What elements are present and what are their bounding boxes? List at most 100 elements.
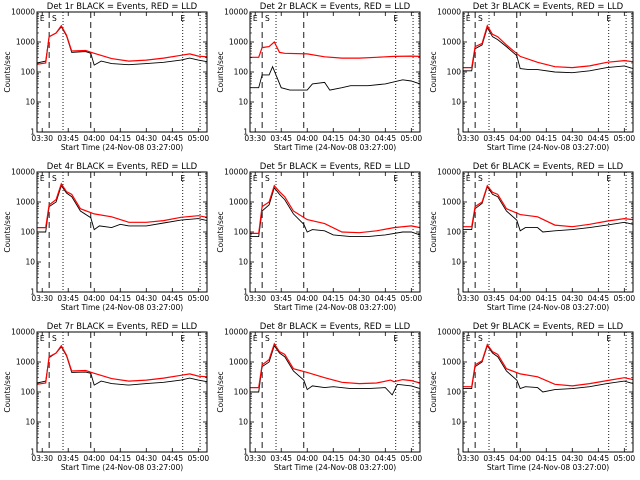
y-tick-label: 100 — [21, 68, 36, 77]
x-tick-label: 04:45 — [587, 294, 609, 303]
y-tick-label: 1000 — [16, 38, 35, 47]
lld-series-line — [250, 342, 421, 389]
x-tick-label: 05:00 — [401, 454, 423, 463]
detector-name: Det 1r — [47, 2, 74, 12]
lld-series-line — [37, 182, 208, 229]
y-tick-label: 10000 — [437, 328, 461, 337]
y-tick-label: 100 — [234, 388, 249, 397]
x-tick-label: 04:45 — [374, 294, 396, 303]
event-marker-label: E — [180, 174, 185, 183]
events-series-line — [250, 65, 421, 91]
detector-plot: Det 7r BLACK = Events, RED = LLD 1 10 100 10… — [3, 322, 210, 472]
plot-title: Det 6r BLACK = Events, RED = LLD — [473, 162, 624, 172]
event-marker-label: E — [253, 14, 258, 23]
lld-series-line — [250, 184, 421, 235]
y-tick-label: 1 — [456, 448, 461, 457]
detector-panel: Det 6r BLACK = Events, RED = LLD 1 10 100 10… — [426, 160, 639, 320]
x-axis-label: Start Time (24-Nov-08 03:27:00) — [61, 143, 183, 152]
plot-title: Det 8r BLACK = Events, RED = LLD — [260, 322, 411, 332]
detector-panel: Det 3r BLACK = Events, RED = LLD 1 10 100 10… — [426, 0, 639, 160]
x-tick-label: 04:15 — [109, 294, 131, 303]
y-tick-label: 10 — [451, 258, 461, 267]
y-tick-label: 1 — [243, 128, 248, 137]
x-tick-label: 04:45 — [161, 454, 183, 463]
x-tick-label: 03:45 — [57, 134, 79, 143]
x-tick-label: 03:30 — [31, 294, 53, 303]
plot-frame — [249, 171, 421, 293]
event-marker-label: E — [253, 334, 258, 343]
y-tick-label: 100 — [447, 388, 462, 397]
event-marker-label: E — [466, 174, 471, 183]
event-marker-label: E — [40, 174, 45, 183]
detector-panel: Det 8r BLACK = Events, RED = LLD 1 10 100 10… — [213, 320, 426, 480]
x-tick-label: 03:30 — [457, 134, 479, 143]
y-tick-label: 10 — [25, 418, 35, 427]
event-marker-label: S — [52, 174, 57, 183]
x-tick-label: 04:15 — [535, 294, 557, 303]
x-tick-label: 04:30 — [348, 454, 370, 463]
event-marker-label: E — [253, 174, 258, 183]
event-marker-label: E — [606, 334, 611, 343]
detector-plot: Det 4r BLACK = Events, RED = LLD 1 10 100 10… — [3, 162, 209, 312]
y-tick-label: 1 — [30, 128, 35, 137]
x-tick-label: 03:45 — [483, 294, 505, 303]
y-axis-label: Counts/sec — [3, 211, 12, 252]
x-tick-label: 03:45 — [483, 454, 505, 463]
title-legend-text: BLACK = Events, RED = LLD — [76, 322, 197, 332]
x-tick-label: 04:00 — [509, 134, 531, 143]
detector-name: Det 8r — [260, 322, 287, 332]
x-tick-label: 05:00 — [614, 294, 636, 303]
plot-frame — [462, 331, 634, 453]
events-series-line — [37, 184, 208, 233]
event-marker-label: E — [393, 14, 398, 23]
event-marker-label: E — [40, 334, 45, 343]
event-marker-label: S — [478, 334, 483, 343]
y-tick-label: 1000 — [229, 198, 248, 207]
y-tick-label: 1000 — [442, 198, 461, 207]
detector-panel: Det 5r BLACK = Events, RED = LLD 1 10 100 10… — [213, 160, 426, 320]
y-tick-label: 100 — [447, 68, 462, 77]
events-series-line — [36, 346, 208, 386]
title-legend-text: BLACK = Events, RED = LLD — [289, 322, 410, 332]
x-tick-label: 04:00 — [83, 454, 105, 463]
x-tick-label: 04:15 — [535, 134, 557, 143]
y-tick-label: 10000 — [224, 328, 248, 337]
x-tick-label: 04:45 — [374, 134, 396, 143]
x-tick-label: 03:30 — [31, 134, 53, 143]
plot-frame — [36, 331, 208, 453]
title-legend-text: BLACK = Events, RED = LLD — [289, 162, 410, 172]
x-tick-label: 04:45 — [161, 134, 183, 143]
lld-series-line — [463, 184, 634, 228]
y-tick-label: 1000 — [442, 38, 461, 47]
y-tick-label: 10 — [238, 98, 248, 107]
event-marker-label: S — [478, 14, 483, 23]
x-tick-label: 04:30 — [561, 134, 583, 143]
lld-series-line — [463, 24, 634, 69]
detector-name: Det 3r — [473, 2, 500, 12]
y-tick-label: 10 — [451, 98, 461, 107]
x-tick-label: 04:45 — [374, 454, 396, 463]
y-tick-label: 10000 — [11, 8, 35, 17]
x-tick-label: 03:45 — [270, 134, 292, 143]
x-tick-label: 05:00 — [614, 134, 636, 143]
y-tick-label: 1000 — [16, 358, 35, 367]
event-marker-label: E — [40, 14, 45, 23]
x-tick-label: 05:00 — [401, 134, 423, 143]
plot-title: Det 3r BLACK = Events, RED = LLD — [473, 2, 624, 12]
detector-panel: Det 4r BLACK = Events, RED = LLD 1 10 100 10… — [0, 160, 213, 320]
event-marker-label: E — [466, 334, 471, 343]
detector-name: Det 2r — [260, 2, 287, 12]
x-axis-label: Start Time (24-Nov-08 03:27:00) — [487, 303, 609, 312]
event-marker-label: E — [606, 14, 611, 23]
x-tick-label: 03:30 — [457, 454, 479, 463]
y-tick-label: 1000 — [442, 358, 461, 367]
detector-name: Det 5r — [260, 162, 287, 172]
detector-name: Det 9r — [473, 322, 500, 332]
events-series-line — [36, 26, 208, 66]
title-legend-text: BLACK = Events, RED = LLD — [76, 162, 197, 172]
event-marker-label: E — [466, 14, 471, 23]
detector-name: Det 7r — [47, 322, 74, 332]
lld-series-line — [36, 344, 208, 385]
y-tick-label: 1 — [243, 288, 248, 297]
x-tick-label: 05:00 — [188, 454, 210, 463]
